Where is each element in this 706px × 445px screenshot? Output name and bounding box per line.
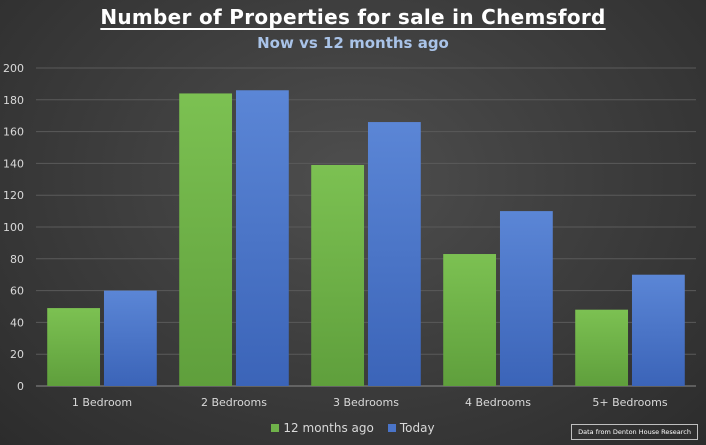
bar-today-3	[499, 211, 553, 386]
bar-today-0	[103, 290, 157, 386]
bar-today-1	[235, 90, 289, 386]
y-tick-label: 60	[10, 285, 24, 298]
x-tick-label: 4 Bedrooms	[465, 396, 531, 409]
legend-swatch-blue	[387, 424, 396, 432]
x-tick-label: 1 Bedroom	[72, 396, 132, 409]
bar-12-months-ago-1	[179, 93, 233, 386]
chart-subtitle: Now vs 12 months ago	[257, 34, 449, 52]
y-tick-label: 160	[3, 126, 24, 139]
y-tick-label: 20	[10, 348, 24, 361]
y-tick-label: 180	[3, 94, 24, 107]
source-note: Data from Denton House Research	[571, 424, 698, 440]
y-tick-label: 80	[10, 253, 24, 266]
bar-12-months-ago-3	[443, 254, 497, 386]
legend-item-today: Today	[387, 421, 435, 435]
x-tick-label: 5+ Bedrooms	[592, 396, 667, 409]
legend-item-12-months-ago: 12 months ago	[271, 421, 374, 435]
y-tick-label: 100	[3, 221, 24, 234]
chart-legend: 12 months ago Today	[0, 421, 706, 435]
y-tick-label: 0	[17, 380, 24, 393]
y-tick-label: 200	[3, 62, 24, 75]
legend-swatch-green	[271, 424, 280, 432]
y-tick-label: 140	[3, 157, 24, 170]
bar-12-months-ago-4	[575, 309, 629, 386]
bar-12-months-ago-2	[311, 164, 365, 386]
y-tick-label: 40	[10, 316, 24, 329]
legend-label: Today	[399, 421, 435, 435]
x-tick-label: 3 Bedrooms	[333, 396, 399, 409]
bar-12-months-ago-0	[47, 308, 101, 386]
y-tick-label: 120	[3, 189, 24, 202]
legend-label: 12 months ago	[283, 421, 374, 435]
chart-title: Number of Properties for sale in Chemsfo…	[100, 5, 606, 29]
bar-today-4	[631, 274, 685, 386]
x-tick-label: 2 Bedrooms	[201, 396, 267, 409]
bar-today-2	[367, 122, 421, 386]
